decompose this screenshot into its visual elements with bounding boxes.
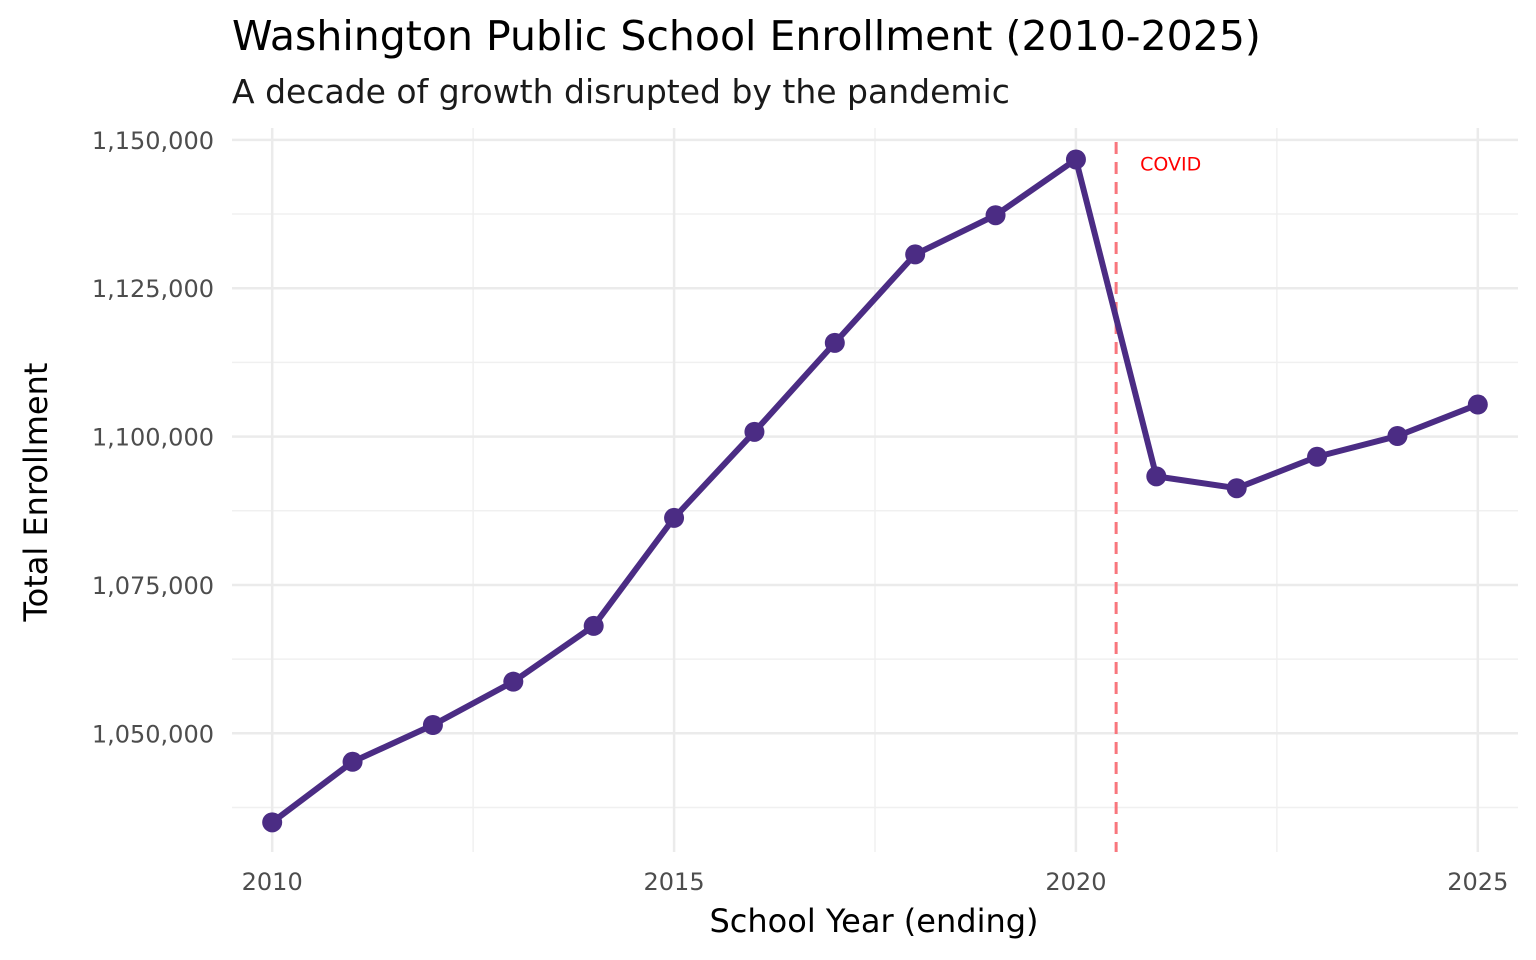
series-group (262, 149, 1488, 833)
data-point-2012 (422, 715, 443, 736)
data-point-2016 (744, 421, 765, 442)
data-point-2018 (905, 244, 926, 265)
data-point-2025 (1467, 394, 1488, 415)
x-tick-label: 2025 (1447, 868, 1508, 896)
x-tick-label: 2020 (1045, 868, 1106, 896)
y-axis-title: Total Enrollment (17, 363, 55, 623)
data-point-2015 (664, 507, 685, 528)
covid-annotation: COVID (1114, 142, 1201, 852)
chart-subtitle: A decade of growth disrupted by the pand… (232, 72, 1010, 111)
data-point-2020 (1065, 149, 1086, 170)
chart-title: Washington Public School Enrollment (201… (232, 12, 1261, 60)
x-tick-label: 2010 (242, 868, 303, 896)
series-line (269, 156, 1481, 826)
data-point-2013 (503, 671, 524, 692)
major-gridlines (232, 128, 1518, 852)
x-tick-labels: 2010 2015 2020 2025 (242, 868, 1509, 896)
data-point-2011 (342, 751, 363, 772)
x-axis-title: School Year (ending) (709, 902, 1038, 940)
minor-gridlines (232, 128, 1518, 852)
data-point-2019 (985, 205, 1006, 226)
y-tick-label: 1,125,000 (92, 275, 214, 303)
y-tick-label: 1,075,000 (92, 572, 214, 600)
data-point-2017 (824, 332, 845, 353)
x-tick-label: 2015 (644, 868, 705, 896)
y-tick-label: 1,050,000 (92, 720, 214, 748)
data-point-2022 (1226, 478, 1247, 499)
data-point-2010 (262, 812, 283, 833)
data-point-2014 (583, 615, 604, 636)
data-point-2023 (1307, 446, 1328, 467)
data-point-2024 (1387, 425, 1408, 446)
y-tick-label: 1,100,000 (92, 424, 214, 452)
covid-label: COVID (1140, 154, 1201, 176)
y-tick-label: 1,150,000 (92, 127, 214, 155)
y-tick-labels: 1,050,000 1,075,000 1,100,000 1,125,000 1,15… (92, 127, 214, 748)
data-point-2021 (1146, 466, 1167, 487)
